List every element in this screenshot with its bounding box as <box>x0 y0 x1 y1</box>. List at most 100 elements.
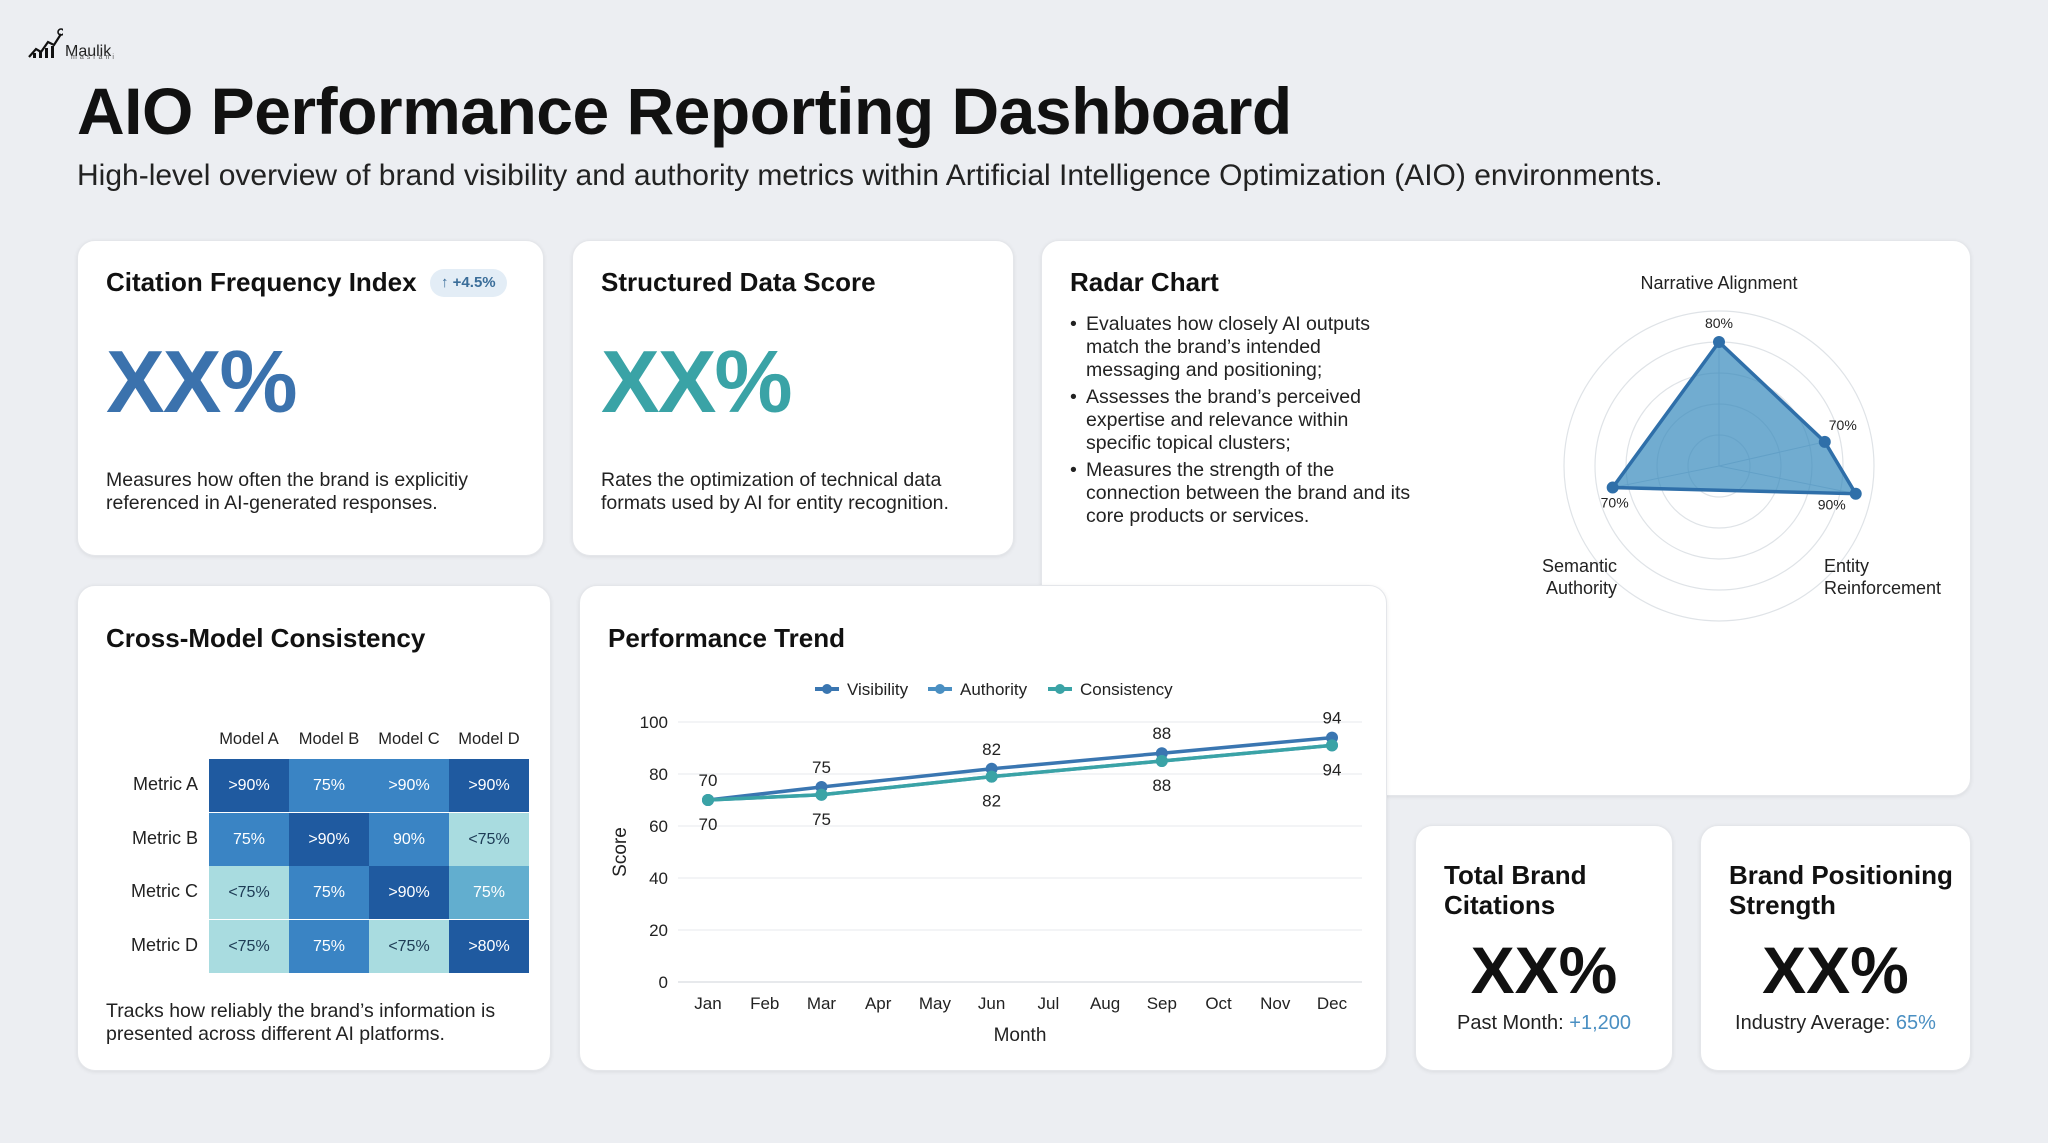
heatmap-cell: >90% <box>369 866 449 919</box>
data-label: 82 <box>982 740 1001 759</box>
data-label: 75 <box>812 758 831 777</box>
heatmap-row-label: Metric B <box>131 827 198 848</box>
data-point <box>985 770 998 783</box>
performance-trend-chart: 0 20 40 60 80 100 Jan Feb Mar Apr May Jun Jul Aug Sep O… <box>610 680 1362 1046</box>
x-tick-label: Jan <box>694 994 721 1013</box>
data-label: 88 <box>1152 776 1171 795</box>
heatmap-cell: 75% <box>209 812 289 866</box>
legend-label: Visibility <box>847 680 909 699</box>
x-tick-label: Mar <box>807 994 837 1013</box>
logo-name: Maulik <box>65 43 112 60</box>
total-citations-footer: Past Month: +1,200 <box>1416 1012 1672 1035</box>
legend-marker <box>935 684 945 694</box>
heatmap-cell: 75% <box>289 759 369 812</box>
consistency-card: Cross-Model Consistency Model A Model B Mo… <box>77 585 551 1071</box>
data-label: 70 <box>699 815 718 834</box>
heatmap-cell: 75% <box>289 919 369 973</box>
total-citations-delta: +1,200 <box>1569 1012 1631 1034</box>
x-tick-label: Feb <box>750 994 779 1013</box>
positioning-average: 65% <box>1895 1012 1936 1034</box>
y-tick-label: 40 <box>649 869 668 888</box>
arrow-up-icon: ↑ <box>441 274 449 291</box>
heatmap-column-label: Model C <box>378 730 440 748</box>
radar-axis-label: Entity Reinforcement <box>1824 556 1941 598</box>
y-axis-label: Score <box>610 827 631 877</box>
radar-point <box>1818 435 1831 448</box>
heatmap-column-label: Model B <box>298 730 360 748</box>
radar-area <box>1609 339 1859 496</box>
radar-value-label: 70% <box>1601 495 1629 511</box>
x-tick-label: Aug <box>1090 994 1120 1013</box>
radar-chart: 80% 70% 90% 70% Narrative Alignment Entity Rei… <box>1542 273 1941 622</box>
radar-point <box>1606 481 1619 494</box>
x-tick-label: Nov <box>1260 994 1291 1013</box>
heatmap-cell: <75% <box>209 919 289 973</box>
x-tick-label: Dec <box>1317 994 1348 1013</box>
radar-bullet: Assesses the brand’s perceived expertise… <box>1070 386 1415 455</box>
data-label: 94 <box>1323 760 1342 779</box>
trend-card: Performance Trend 0 20 40 60 80 100 Jan Feb Mar A… <box>579 585 1387 1071</box>
structured-title: Structured Data Score <box>601 267 876 297</box>
heatmap-row-label: Metric C <box>131 881 198 901</box>
chart-logo-icon <box>28 28 63 58</box>
y-tick-label: 60 <box>649 817 668 836</box>
consistency-heatmap: Model A Model B Model C Model D Metric A >90%… <box>78 586 552 1006</box>
y-tick-label: 100 <box>640 713 668 732</box>
data-label: 70 <box>699 771 718 790</box>
radar-bullet: Measures the strength of the connection … <box>1070 459 1415 528</box>
citation-description: Measures how often the brand is explicit… <box>106 469 469 514</box>
data-point <box>1155 755 1168 767</box>
chart-legend: Visibility Authority Consistency <box>815 680 1173 699</box>
radar-value-label: 90% <box>1818 497 1846 513</box>
heatmap-cell: >90% <box>209 759 289 812</box>
radar-bullets: Evaluates how closely AI outputs match t… <box>1070 313 1415 532</box>
data-point <box>815 788 828 801</box>
radar-axis-label: Narrative Alignment <box>1640 273 1797 293</box>
heatmap-cell: <75% <box>449 812 529 866</box>
x-tick-label: Apr <box>865 994 892 1013</box>
positioning-footer: Industry Average: 65% <box>1701 1012 1970 1035</box>
citation-change-badge: ↑ +4.5% <box>430 269 507 297</box>
consistency-description: Tracks how reliably the brand’s informat… <box>106 1000 496 1045</box>
data-label: 94 <box>1323 709 1342 728</box>
data-label: 75 <box>812 810 831 829</box>
heatmap-column-label: Model A <box>219 730 279 748</box>
radar-value-label: 70% <box>1829 417 1857 433</box>
data-label: 82 <box>982 792 1001 811</box>
heatmap-column-label: Model D <box>458 730 520 748</box>
heatmap-cell: 75% <box>289 866 369 919</box>
page-title: AIO Performance Reporting Dashboard <box>77 74 1292 148</box>
series-line-visibility <box>707 735 1333 802</box>
heatmap-cell: >90% <box>289 812 369 866</box>
structured-value: XX% <box>601 332 793 431</box>
positioning-title: Brand Positioning Strength <box>1729 860 1953 920</box>
radar-axis-label: Semantic Authority <box>1542 556 1617 598</box>
y-tick-label: 80 <box>649 765 668 784</box>
x-tick-label: Sep <box>1147 994 1177 1013</box>
structured-description: Rates the optimization of technical data… <box>601 469 949 514</box>
radar-value-label: 80% <box>1705 315 1733 331</box>
page-subtitle: High-level overview of brand visibility … <box>77 159 1663 192</box>
heatmap-cell: >80% <box>449 919 529 973</box>
total-citations-title: Total Brand Citations <box>1444 860 1587 920</box>
heatmap-cell: >90% <box>449 759 529 812</box>
citation-value: XX% <box>106 332 298 431</box>
total-citations-label: Past Month: <box>1456 1012 1564 1034</box>
x-axis-label: Month <box>994 1025 1047 1046</box>
x-tick-label: Jul <box>1037 994 1059 1013</box>
total-citations-value: XX% <box>1470 933 1618 1007</box>
positioning-label: Industry Average: <box>1735 1012 1891 1034</box>
heatmap-cell: 75% <box>449 866 529 919</box>
heatmap-cell: <75% <box>209 866 289 919</box>
heatmap-cell: >90% <box>369 759 449 812</box>
legend-label: Authority <box>960 680 1028 699</box>
legend-label: Consistency <box>1080 680 1173 699</box>
radar-card: Radar Chart Evaluates how closely AI out… <box>1041 240 1971 796</box>
consistency-title: Cross-Model Consistency <box>106 623 426 653</box>
logo-subname: masrani <box>71 54 117 61</box>
y-tick-label: 20 <box>649 921 668 940</box>
citation-card: Citation Frequency Index ↑ +4.5% XX% Mea… <box>77 240 544 556</box>
heatmap-row-label: Metric D <box>131 934 198 955</box>
citation-title: Citation Frequency Index <box>106 267 417 297</box>
trend-title: Performance Trend <box>608 623 845 653</box>
